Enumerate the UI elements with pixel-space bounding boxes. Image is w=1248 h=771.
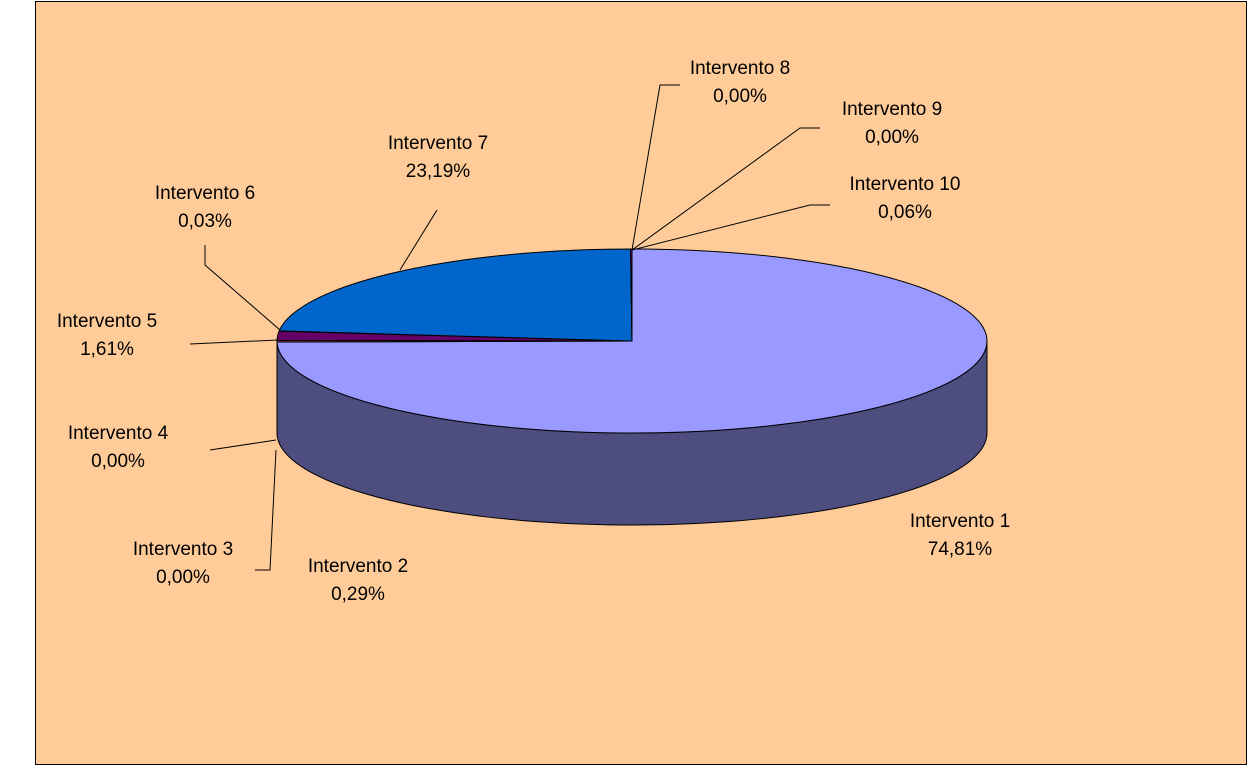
slice-value-label: 23,19%: [406, 161, 471, 182]
slice-value-label: 0,00%: [865, 127, 919, 148]
slice-label: Intervento 10: [850, 174, 961, 195]
slice-value-label: 74,81%: [928, 539, 993, 560]
slice-label: Intervento 2: [308, 556, 408, 577]
slice-label: Intervento 4: [68, 423, 169, 444]
slice-value-label: 0,00%: [156, 567, 210, 588]
slice-value-label: 0,29%: [331, 584, 385, 605]
slice-value-label: 0,00%: [91, 451, 145, 472]
slice-label: Intervento 8: [690, 58, 790, 79]
slice-label: Intervento 7: [388, 133, 488, 154]
slice-value-label: 0,06%: [878, 202, 932, 223]
slice-label: Intervento 9: [842, 99, 942, 120]
slice-value-label: 1,61%: [80, 339, 134, 360]
slice-label: Intervento 1: [910, 511, 1010, 532]
slice-value-label: 0,00%: [713, 86, 767, 107]
slice-label: Intervento 5: [57, 311, 157, 332]
slice-label: Intervento 3: [133, 539, 233, 560]
slice-value-label: 0,03%: [178, 211, 232, 232]
slice-label: Intervento 6: [155, 183, 255, 204]
